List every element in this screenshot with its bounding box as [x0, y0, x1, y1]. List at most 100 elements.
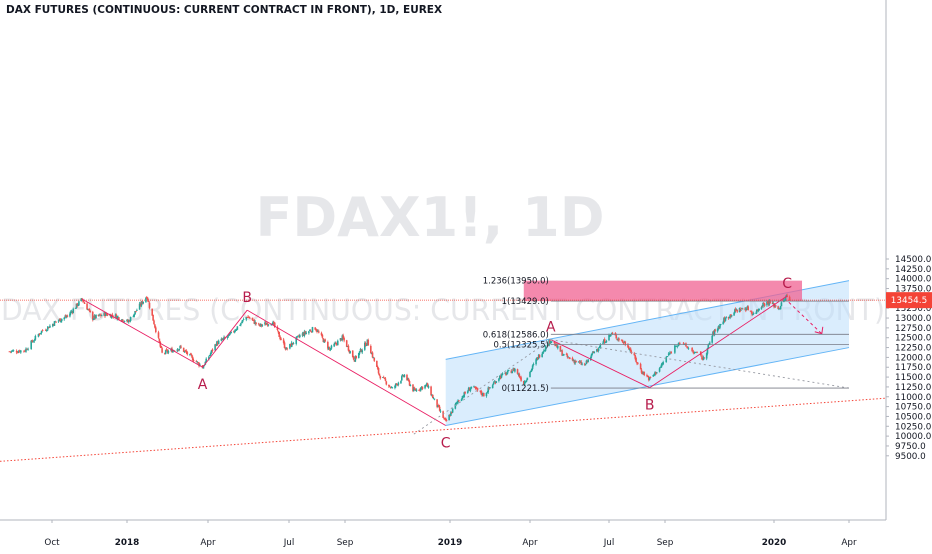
wave-label-a: A — [198, 377, 208, 393]
candle — [358, 351, 361, 356]
wave-label-c: C — [441, 435, 451, 451]
candle-body — [323, 339, 326, 343]
candle-body — [549, 340, 551, 344]
candle-body — [609, 335, 611, 337]
candle — [39, 332, 42, 335]
wave-line-2019-b — [550, 339, 650, 389]
candle — [352, 355, 355, 361]
candle-body — [547, 345, 550, 347]
candle-body — [585, 360, 588, 364]
candle — [251, 317, 254, 322]
candle-body — [785, 295, 788, 297]
candle-body — [725, 317, 728, 319]
candle-body — [506, 370, 509, 373]
candle-body — [390, 387, 393, 388]
candle — [196, 361, 198, 364]
candle-body — [724, 317, 727, 321]
candle-body — [105, 312, 107, 317]
candle — [432, 396, 435, 400]
candle-body — [44, 330, 47, 332]
candle-body — [670, 351, 672, 354]
candle — [675, 345, 677, 348]
candle-body — [121, 319, 123, 321]
candle-body — [456, 401, 458, 403]
candle-body — [179, 345, 181, 348]
candle — [63, 317, 66, 321]
candle — [366, 339, 369, 346]
candle — [376, 365, 379, 370]
candle — [495, 381, 498, 384]
candle — [333, 342, 335, 348]
candle-body — [198, 362, 200, 366]
candle-body — [80, 298, 83, 302]
candle — [686, 346, 688, 349]
candle-body — [598, 347, 601, 349]
wave-label-b: B — [242, 290, 252, 306]
candle-body — [351, 350, 354, 358]
candle-body — [541, 353, 543, 357]
candle-body — [364, 342, 367, 347]
candle — [501, 372, 504, 376]
candle-body — [216, 341, 219, 345]
candle-body — [184, 350, 187, 352]
candle — [305, 330, 307, 335]
candle-body — [778, 308, 781, 310]
candle — [311, 326, 314, 333]
candle-body — [25, 348, 27, 352]
candle — [760, 305, 763, 310]
candle — [93, 314, 96, 320]
candle-body — [115, 314, 118, 319]
candle — [283, 341, 286, 349]
candle — [468, 387, 471, 391]
candle-body — [667, 353, 670, 356]
candle-body — [597, 348, 600, 351]
candle-body — [32, 341, 35, 343]
candle-body — [519, 377, 522, 379]
candle — [747, 305, 749, 311]
candle — [476, 387, 479, 392]
candle — [488, 386, 490, 391]
candle-body — [510, 370, 513, 374]
candle — [377, 367, 380, 375]
candle-body — [458, 400, 460, 402]
candle — [233, 329, 236, 334]
candle — [778, 308, 781, 310]
candle — [247, 315, 249, 318]
candle — [485, 392, 488, 398]
candle — [444, 418, 446, 421]
candle-body — [34, 335, 37, 340]
fib-level-label: 0.618(12586.0) — [483, 330, 549, 340]
y-tick-label: 12500.0 — [895, 334, 932, 344]
candle-body — [581, 363, 583, 365]
candle-body — [128, 320, 130, 323]
candle — [575, 360, 577, 363]
candle — [547, 343, 550, 347]
candle-body — [408, 381, 411, 386]
candle-body — [480, 390, 482, 394]
y-tick-label: 10750.0 — [895, 403, 932, 413]
candle-body — [146, 297, 148, 299]
candle-body — [520, 377, 522, 381]
candle-body — [745, 309, 748, 311]
candle-body — [248, 316, 250, 318]
candle-body — [494, 381, 497, 384]
candle — [245, 316, 248, 322]
candle-body — [100, 315, 103, 317]
candle — [309, 329, 312, 332]
candle — [315, 328, 317, 332]
candle-body — [565, 353, 568, 355]
candle — [75, 303, 78, 309]
candle-body — [573, 360, 576, 363]
candle-body — [659, 366, 662, 368]
candle-body — [711, 335, 713, 343]
candle-body — [310, 331, 313, 333]
candle — [38, 332, 41, 336]
candle-body — [716, 328, 719, 332]
candle-body — [376, 360, 378, 367]
candle-body — [72, 308, 74, 314]
candle-body — [774, 305, 776, 307]
candle-body — [223, 336, 225, 339]
candle-body — [347, 345, 350, 351]
candle — [385, 380, 388, 386]
